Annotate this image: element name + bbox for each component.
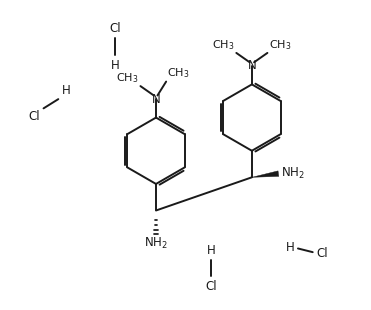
Text: H: H <box>111 59 120 72</box>
Text: Cl: Cl <box>316 247 328 260</box>
Text: CH$_3$: CH$_3$ <box>167 67 189 81</box>
Text: H: H <box>286 241 295 254</box>
Text: H: H <box>207 244 216 257</box>
Text: Cl: Cl <box>110 22 121 35</box>
Polygon shape <box>252 171 279 177</box>
Text: CH$_3$: CH$_3$ <box>269 38 292 52</box>
Text: NH$_2$: NH$_2$ <box>281 166 305 181</box>
Text: H: H <box>62 84 71 97</box>
Text: Cl: Cl <box>28 110 40 123</box>
Text: N: N <box>247 60 256 73</box>
Text: CH$_3$: CH$_3$ <box>116 71 139 85</box>
Text: Cl: Cl <box>206 280 217 293</box>
Text: NH$_2$: NH$_2$ <box>144 236 168 251</box>
Text: CH$_3$: CH$_3$ <box>212 38 234 52</box>
Text: N: N <box>152 93 160 106</box>
